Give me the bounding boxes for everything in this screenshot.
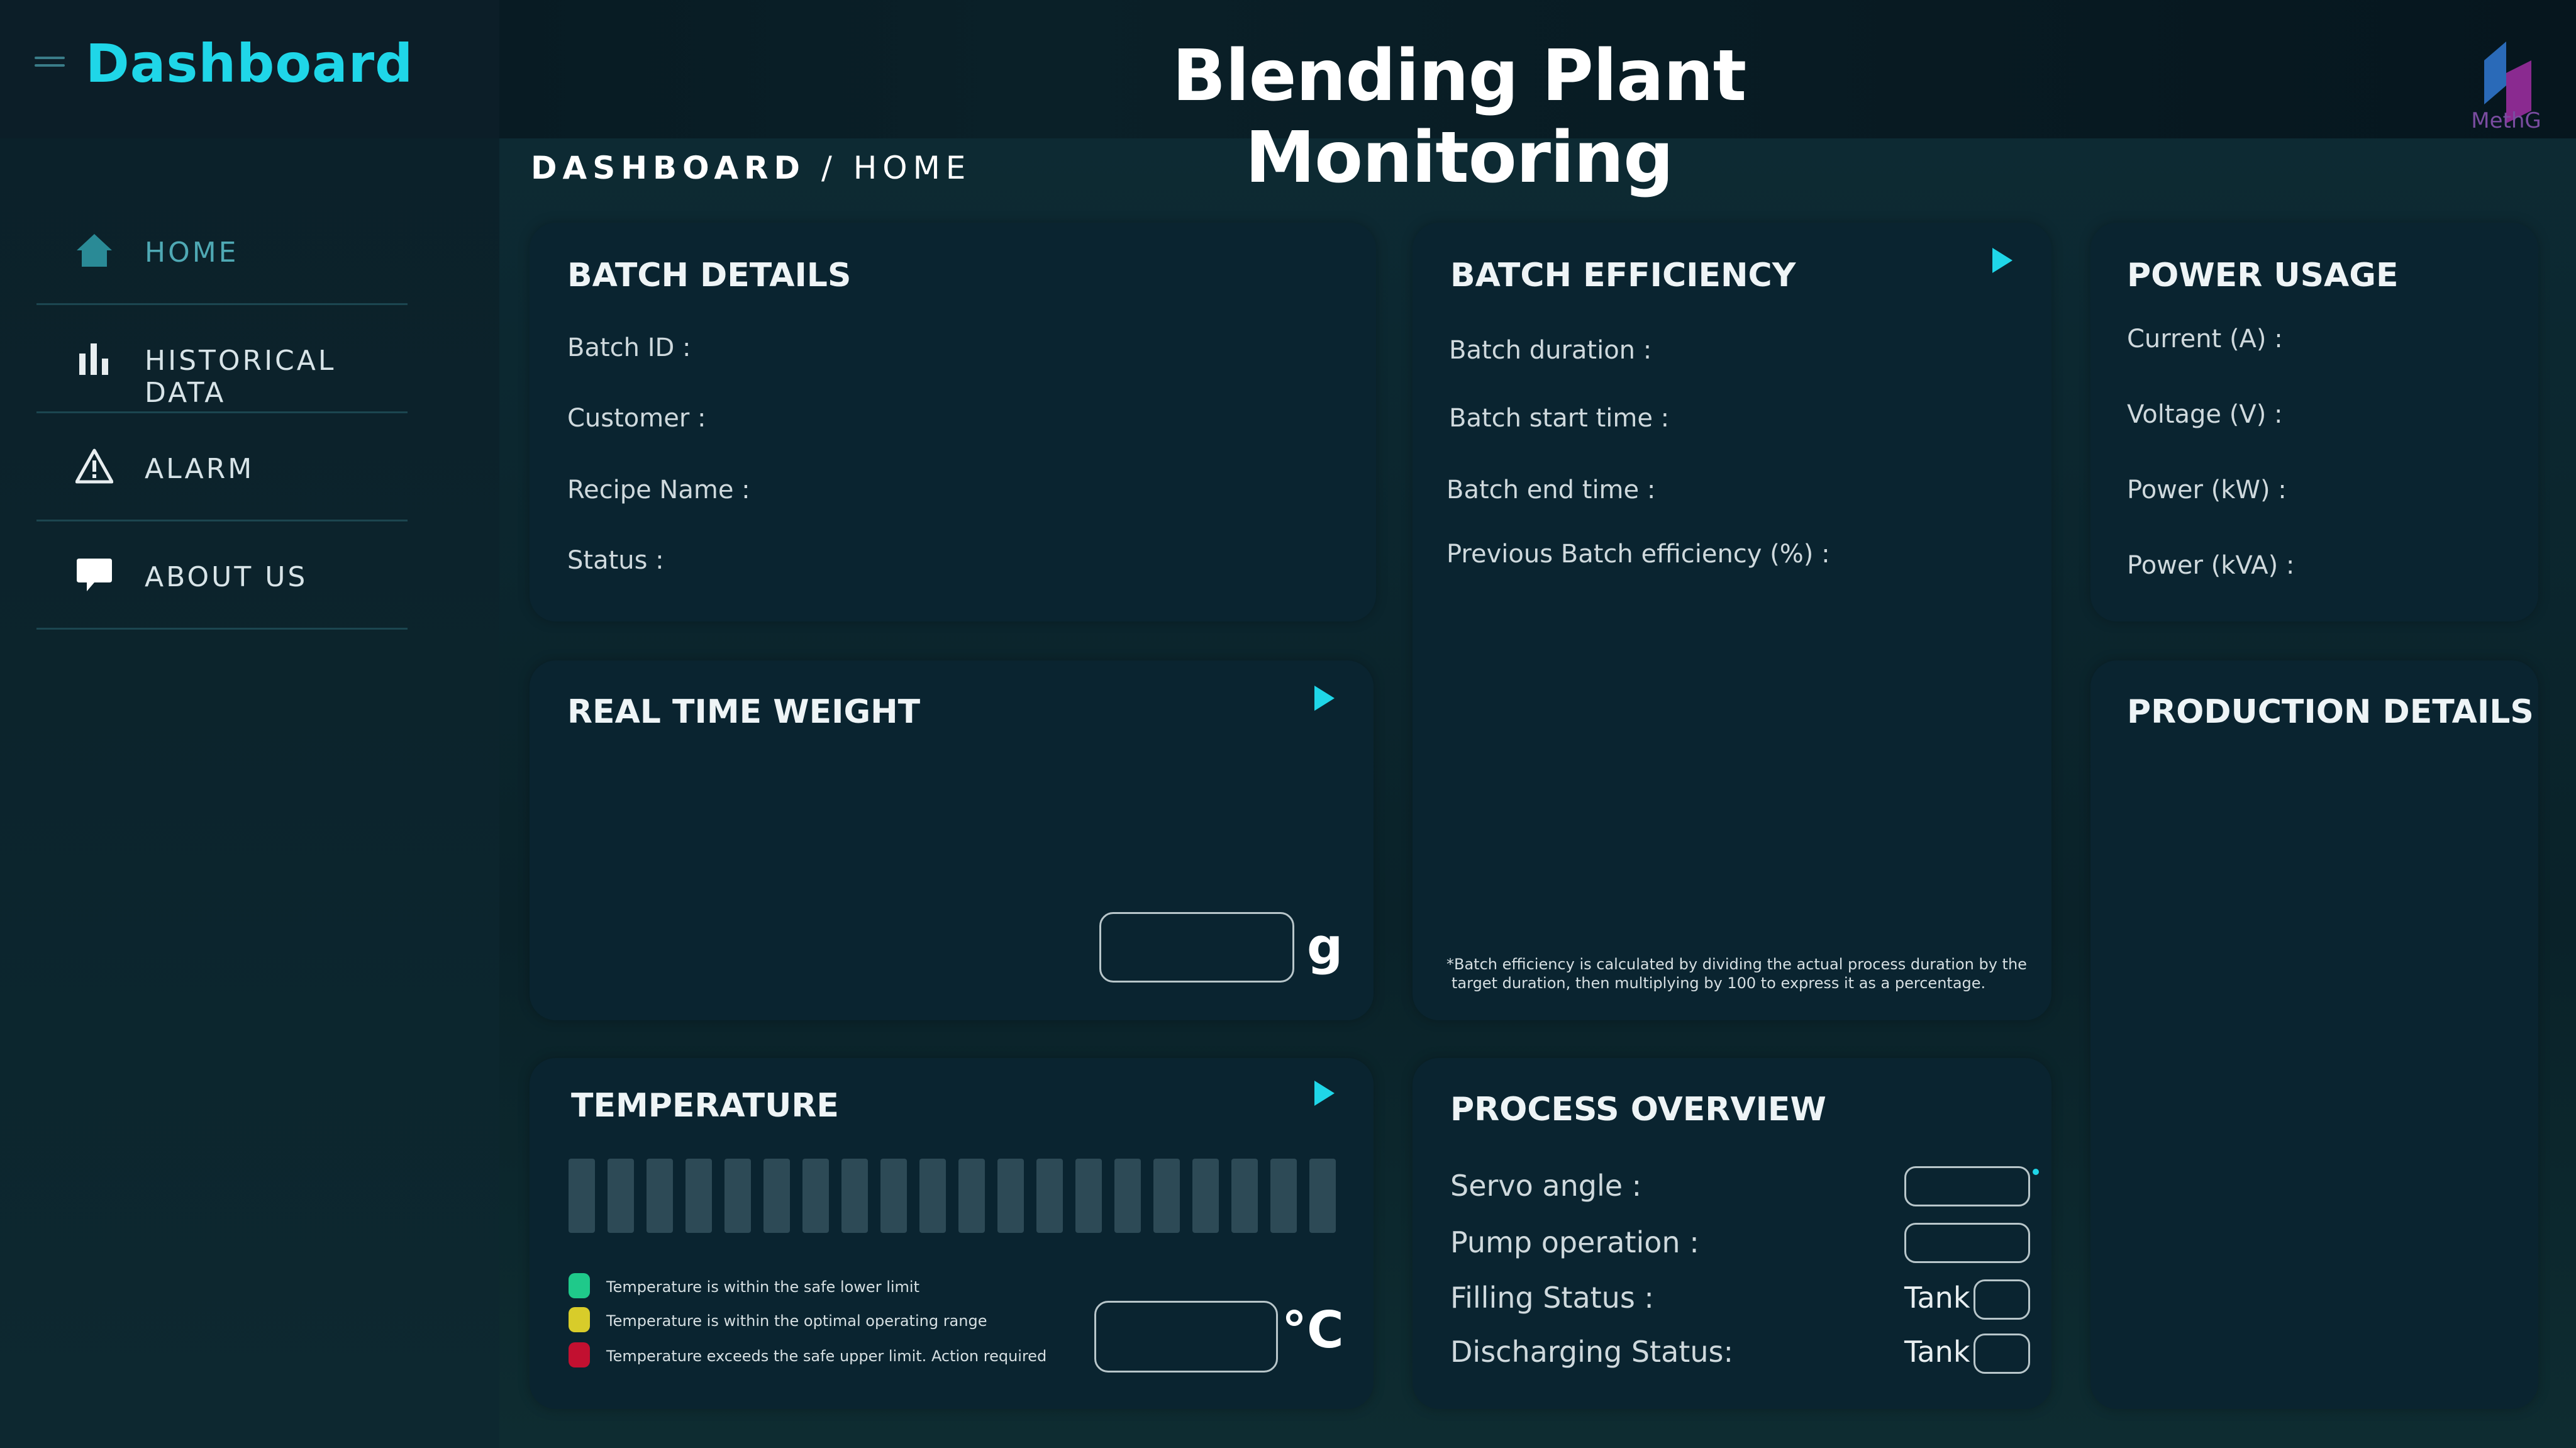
batch-duration-label: Batch duration : <box>1449 336 1652 365</box>
card-title: PROCESS OVERVIEW <box>1450 1091 1826 1128</box>
gauge-segment <box>647 1159 673 1233</box>
production-details-card: PRODUCTION DETAILS <box>2090 660 2538 1409</box>
status-dot <box>2033 1169 2039 1175</box>
filling-tank-label: Tank <box>1904 1281 1970 1315</box>
company-logo-icon <box>2484 42 2531 123</box>
breadcrumb-current: HOME <box>853 150 972 186</box>
batch-end-time-label: Batch end time : <box>1446 476 1656 504</box>
footnote-line: *Batch efficiency is calculated by divid… <box>1446 955 2027 973</box>
gauge-segment <box>608 1159 634 1233</box>
gauge-segment <box>958 1159 985 1233</box>
breadcrumb-root[interactable]: DASHBOARD <box>531 150 806 186</box>
gauge-segment <box>919 1159 946 1233</box>
gauge-segment <box>1114 1159 1141 1233</box>
batch-details-card: BATCH DETAILS Batch ID : Customer : Reci… <box>530 223 1376 621</box>
warning-icon <box>75 448 113 484</box>
bar-chart-icon <box>79 343 108 375</box>
play-icon[interactable] <box>1992 248 2012 273</box>
weight-unit: g <box>1307 917 1343 976</box>
gauge-segment <box>1231 1159 1258 1233</box>
sidebar-item-label: HOME <box>145 237 239 269</box>
page-title: Blending Plant Monitoring <box>1172 35 1746 199</box>
card-title: BATCH EFFICIENCY <box>1450 257 1796 294</box>
gauge-segment <box>841 1159 868 1233</box>
efficiency-footnote: *Batch efficiency is calculated by divid… <box>1446 955 2027 993</box>
pump-operation-label: Pump operation : <box>1450 1225 1699 1259</box>
card-title: TEMPERATURE <box>571 1087 839 1125</box>
process-overview-card: PROCESS OVERVIEW Servo angle : Pump oper… <box>1413 1058 2051 1409</box>
discharging-status-label: Discharging Status: <box>1450 1335 1733 1369</box>
servo-angle-indicator <box>1904 1166 2030 1206</box>
servo-angle-label: Servo angle : <box>1450 1169 1642 1203</box>
gauge-segment <box>802 1159 829 1233</box>
legend-optimal-dot <box>569 1307 590 1332</box>
app-brand[interactable]: Dashboard <box>86 33 414 94</box>
sidebar-item-label: ALARM <box>145 453 255 485</box>
recipe-name-label: Recipe Name : <box>567 476 750 504</box>
voltage-label: Voltage (V) : <box>2127 400 2283 429</box>
gauge-segment <box>686 1159 712 1233</box>
gauge-segment <box>1153 1159 1180 1233</box>
temperature-bar-gauge <box>569 1159 1336 1233</box>
legend-exceeds-dot <box>569 1342 590 1367</box>
customer-label: Customer : <box>567 404 706 433</box>
filling-tank-indicator <box>1974 1279 2030 1320</box>
gauge-segment <box>724 1159 751 1233</box>
temperature-unit: °C <box>1282 1301 1344 1359</box>
discharging-tank-indicator <box>1974 1334 2030 1374</box>
legend-exceeds-text: Temperature exceeds the safe upper limit… <box>606 1347 1047 1365</box>
logo-text: MethG <box>2471 108 2541 133</box>
pump-operation-indicator <box>1904 1223 2030 1263</box>
card-title: POWER USAGE <box>2127 257 2399 294</box>
card-title: PRODUCTION DETAILS <box>2127 693 2534 731</box>
play-icon[interactable] <box>1314 1081 1335 1106</box>
sidebar <box>0 0 499 1448</box>
power-kw-label: Power (kW) : <box>2127 476 2287 504</box>
power-kva-label: Power (kVA) : <box>2127 551 2295 580</box>
batch-efficiency-card: BATCH EFFICIENCY Batch duration : Batch … <box>1413 223 2051 1020</box>
legend-optimal-text: Temperature is within the optimal operat… <box>606 1312 987 1330</box>
sidebar-item-label: HISTORICAL DATA <box>145 345 336 409</box>
sidebar-item-about-us[interactable]: ABOUT US <box>36 520 408 630</box>
gauge-segment <box>1270 1159 1297 1233</box>
hamburger-menu-icon[interactable] <box>35 57 65 74</box>
sidebar-item-home[interactable]: HOME <box>36 195 408 305</box>
real-time-weight-card: REAL TIME WEIGHT g <box>530 660 1374 1020</box>
batch-id-label: Batch ID : <box>567 333 691 362</box>
filling-status-label: Filling Status : <box>1450 1281 1654 1315</box>
temperature-card: TEMPERATURE °C Temperature is within the… <box>530 1058 1374 1409</box>
sidebar-header <box>0 0 499 138</box>
card-title: REAL TIME WEIGHT <box>567 693 921 731</box>
discharging-tank-label: Tank <box>1904 1335 1970 1369</box>
gauge-segment <box>880 1159 907 1233</box>
breadcrumb-separator: / <box>821 150 838 186</box>
power-usage-card: POWER USAGE Current (A) : Voltage (V) : … <box>2090 223 2538 621</box>
gauge-segment <box>1309 1159 1336 1233</box>
legend-safe-text: Temperature is within the safe lower lim… <box>606 1278 919 1296</box>
card-title: BATCH DETAILS <box>567 257 852 294</box>
previous-batch-efficiency-label: Previous Batch efficiency (%) : <box>1446 540 1830 569</box>
sidebar-item-label: ABOUT US <box>145 561 308 593</box>
breadcrumb: DASHBOARD / HOME <box>531 150 971 186</box>
gauge-segment <box>763 1159 790 1233</box>
gauge-segment <box>569 1159 595 1233</box>
batch-start-time-label: Batch start time : <box>1449 404 1670 433</box>
current-label: Current (A) : <box>2127 325 2283 354</box>
gauge-segment <box>1075 1159 1102 1233</box>
gauge-segment <box>997 1159 1024 1233</box>
weight-value-box <box>1099 912 1294 983</box>
temperature-value-box <box>1094 1301 1278 1373</box>
sidebar-item-historical-data[interactable]: HISTORICAL DATA <box>36 303 408 413</box>
gauge-segment <box>1036 1159 1063 1233</box>
footnote-line: target duration, then multiplying by 100… <box>1452 974 1986 992</box>
play-icon[interactable] <box>1314 686 1335 711</box>
legend-safe-dot <box>569 1273 590 1298</box>
status-label: Status : <box>567 546 664 575</box>
home-icon <box>77 234 112 267</box>
sidebar-item-alarm[interactable]: ALARM <box>36 411 408 521</box>
chat-icon <box>77 559 112 591</box>
gauge-segment <box>1192 1159 1219 1233</box>
